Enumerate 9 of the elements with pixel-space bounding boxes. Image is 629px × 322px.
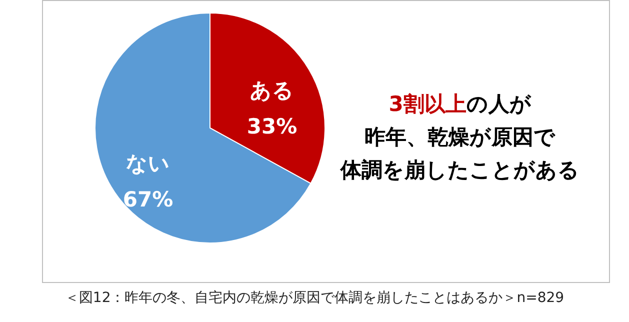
data-label: 67% bbox=[122, 188, 174, 212]
text: の人が bbox=[466, 92, 532, 116]
slice-label: ある bbox=[250, 78, 294, 102]
text: 昨年、乾燥が原因で bbox=[364, 124, 556, 151]
text: 3割以上 bbox=[388, 92, 466, 116]
text: 体調を崩したことがある bbox=[339, 157, 580, 184]
data-label: 33% bbox=[246, 114, 298, 138]
text: ＜図12：昨年の冬、自宅内の乾燥が原因で体調を崩したことはあるか＞n=829 bbox=[64, 289, 566, 307]
slice-label: ない bbox=[126, 152, 170, 176]
